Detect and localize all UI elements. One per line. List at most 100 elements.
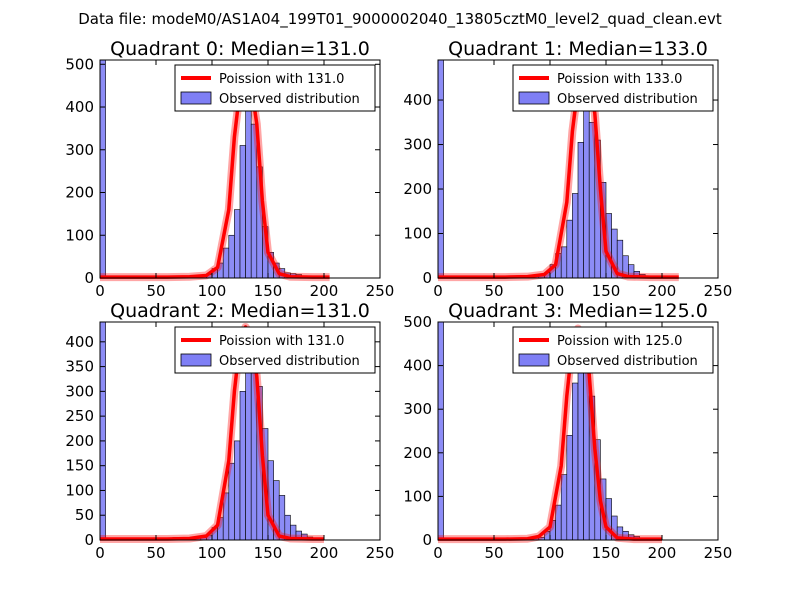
hist-bar — [566, 219, 573, 279]
y-tick-label: 100 — [403, 487, 432, 505]
y-tick-label: 500 — [65, 55, 94, 73]
y-tick-label: 400 — [65, 98, 94, 116]
legend-label-observed: Observed distribution — [219, 92, 360, 107]
legend-patch-swatch — [518, 91, 550, 105]
y-tick-label: 400 — [65, 333, 94, 351]
subplot-quadrant-1: 0 50 100 150 200 250 0 100 200 300 400 Quadrant 1: … — [403, 38, 732, 300]
y-tick-label: 350 — [65, 358, 94, 376]
legend: Poission with 133.0 Observed distribution — [512, 64, 714, 112]
legend: Poission with 131.0 Observed distribution — [174, 64, 376, 112]
hist-bar — [583, 108, 590, 279]
x-tick-label: 250 — [704, 282, 733, 300]
x-tick-label: 0 — [433, 544, 443, 562]
y-tick-label: 200 — [65, 184, 94, 202]
hist-bar — [572, 382, 579, 541]
x-tick-label: 100 — [198, 544, 227, 562]
legend-label-observed: Observed distribution — [219, 354, 360, 369]
y-tick-label: 100 — [65, 481, 94, 499]
hist-bar — [239, 391, 246, 541]
y-tick-label: 0 — [422, 531, 432, 549]
x-tick-label: 50 — [146, 282, 165, 300]
y-tick-label: 300 — [65, 382, 94, 400]
legend-label-poisson: Poission with 131.0 — [219, 72, 344, 87]
y-tick-label: 50 — [75, 506, 94, 524]
x-tick-label: 150 — [254, 544, 283, 562]
x-tick-label: 200 — [310, 282, 339, 300]
hist-bar — [99, 321, 106, 541]
y-tick-label: 150 — [65, 457, 94, 475]
x-tick-label: 100 — [198, 282, 227, 300]
y-tick-label: 200 — [403, 180, 432, 198]
y-tick-label: 0 — [84, 269, 94, 287]
x-tick-label: 150 — [592, 282, 621, 300]
subplot-title: Quadrant 3: Median=125.0 — [448, 300, 708, 322]
legend-patch-swatch — [180, 91, 212, 105]
hist-bar — [566, 435, 573, 541]
axes-frame — [437, 321, 719, 541]
x-tick-label: 50 — [484, 282, 503, 300]
subplot-title: Quadrant 1: Median=133.0 — [448, 38, 708, 60]
x-tick-label: 200 — [648, 282, 677, 300]
hist-bar — [99, 59, 106, 279]
y-tick-label: 200 — [65, 432, 94, 450]
x-tick-label: 250 — [704, 544, 733, 562]
x-tick-label: 200 — [310, 544, 339, 562]
y-tick-label: 300 — [403, 400, 432, 418]
x-tick-label: 250 — [366, 544, 395, 562]
axes-frame — [99, 321, 381, 541]
hist-bar — [234, 209, 241, 279]
hist-bar — [245, 106, 252, 279]
x-tick-label: 50 — [146, 544, 165, 562]
hist-bar — [234, 440, 241, 541]
hist-bar — [560, 474, 568, 541]
x-tick-label: 0 — [433, 282, 443, 300]
figure-suptitle: Data file: modeM0/AS1A04_199T01_90000020… — [78, 10, 722, 29]
x-tick-label: 0 — [95, 282, 105, 300]
hist-bar — [239, 145, 246, 279]
x-tick-label: 100 — [536, 282, 565, 300]
axes-frame — [99, 59, 381, 279]
hist-bar — [577, 142, 584, 279]
subplot-title: Quadrant 0: Median=131.0 — [110, 38, 370, 60]
legend-patch-swatch — [518, 353, 550, 367]
y-tick-label: 400 — [403, 91, 432, 109]
x-tick-label: 250 — [366, 282, 395, 300]
legend-patch-swatch — [180, 353, 212, 367]
legend: Poission with 125.0 Observed distribution — [512, 326, 714, 374]
hist-bar — [228, 234, 235, 279]
hist-bar — [437, 59, 444, 279]
x-tick-label: 100 — [536, 544, 565, 562]
y-tick-label: 100 — [65, 226, 94, 244]
x-tick-label: 0 — [95, 544, 105, 562]
subplot-quadrant-0: 0 50 100 150 200 250 0 100 200 300 400 500 Quadrant … — [65, 38, 394, 300]
hist-bar — [437, 321, 444, 541]
x-tick-label: 150 — [254, 282, 283, 300]
y-tick-label: 500 — [403, 313, 432, 331]
y-tick-label: 0 — [84, 531, 94, 549]
hist-bar — [245, 351, 252, 541]
axes-frame — [437, 59, 719, 279]
legend-label-poisson: Poission with 125.0 — [557, 334, 682, 349]
y-tick-label: 0 — [422, 269, 432, 287]
legend-label-observed: Observed distribution — [557, 354, 698, 369]
legend-label-poisson: Poission with 131.0 — [219, 334, 344, 349]
hist-bar — [572, 193, 579, 279]
legend-label-poisson: Poission with 133.0 — [557, 72, 682, 87]
y-tick-label: 300 — [65, 141, 94, 159]
subplot-quadrant-3: 0 50 100 150 200 250 0 100 200 300 400 500 Quadrant … — [403, 300, 732, 562]
y-tick-label: 300 — [403, 136, 432, 154]
subplot-title: Quadrant 2: Median=131.0 — [110, 300, 370, 322]
y-tick-label: 400 — [403, 357, 432, 375]
subplot-quadrant-2: 0 50 100 150 200 250 0 50 100 150 200 250 300 350 400 Q… — [65, 300, 394, 562]
x-tick-label: 200 — [648, 544, 677, 562]
hist-bar — [577, 347, 584, 541]
x-tick-label: 150 — [592, 544, 621, 562]
y-tick-label: 200 — [403, 444, 432, 462]
x-tick-label: 50 — [484, 544, 503, 562]
legend-label-observed: Observed distribution — [557, 92, 698, 107]
hist-bar — [560, 246, 568, 279]
legend: Poission with 131.0 Observed distribution — [174, 326, 376, 374]
y-tick-label: 100 — [403, 225, 432, 243]
